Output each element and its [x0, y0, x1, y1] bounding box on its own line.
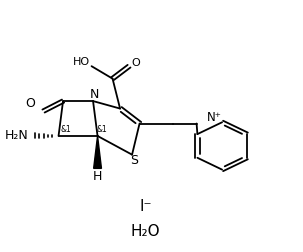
Text: O: O [25, 97, 35, 110]
Polygon shape [94, 136, 102, 168]
Text: O: O [131, 58, 140, 68]
Text: HO: HO [72, 57, 90, 68]
Text: &1: &1 [96, 125, 107, 134]
Text: N⁺: N⁺ [207, 111, 222, 124]
Text: N: N [90, 88, 99, 101]
Text: I⁻: I⁻ [139, 200, 152, 214]
Text: S: S [130, 154, 138, 167]
Text: H₂O: H₂O [131, 225, 160, 239]
Text: H₂N: H₂N [5, 130, 28, 142]
Text: &1: &1 [60, 125, 71, 134]
Text: H: H [93, 170, 102, 183]
